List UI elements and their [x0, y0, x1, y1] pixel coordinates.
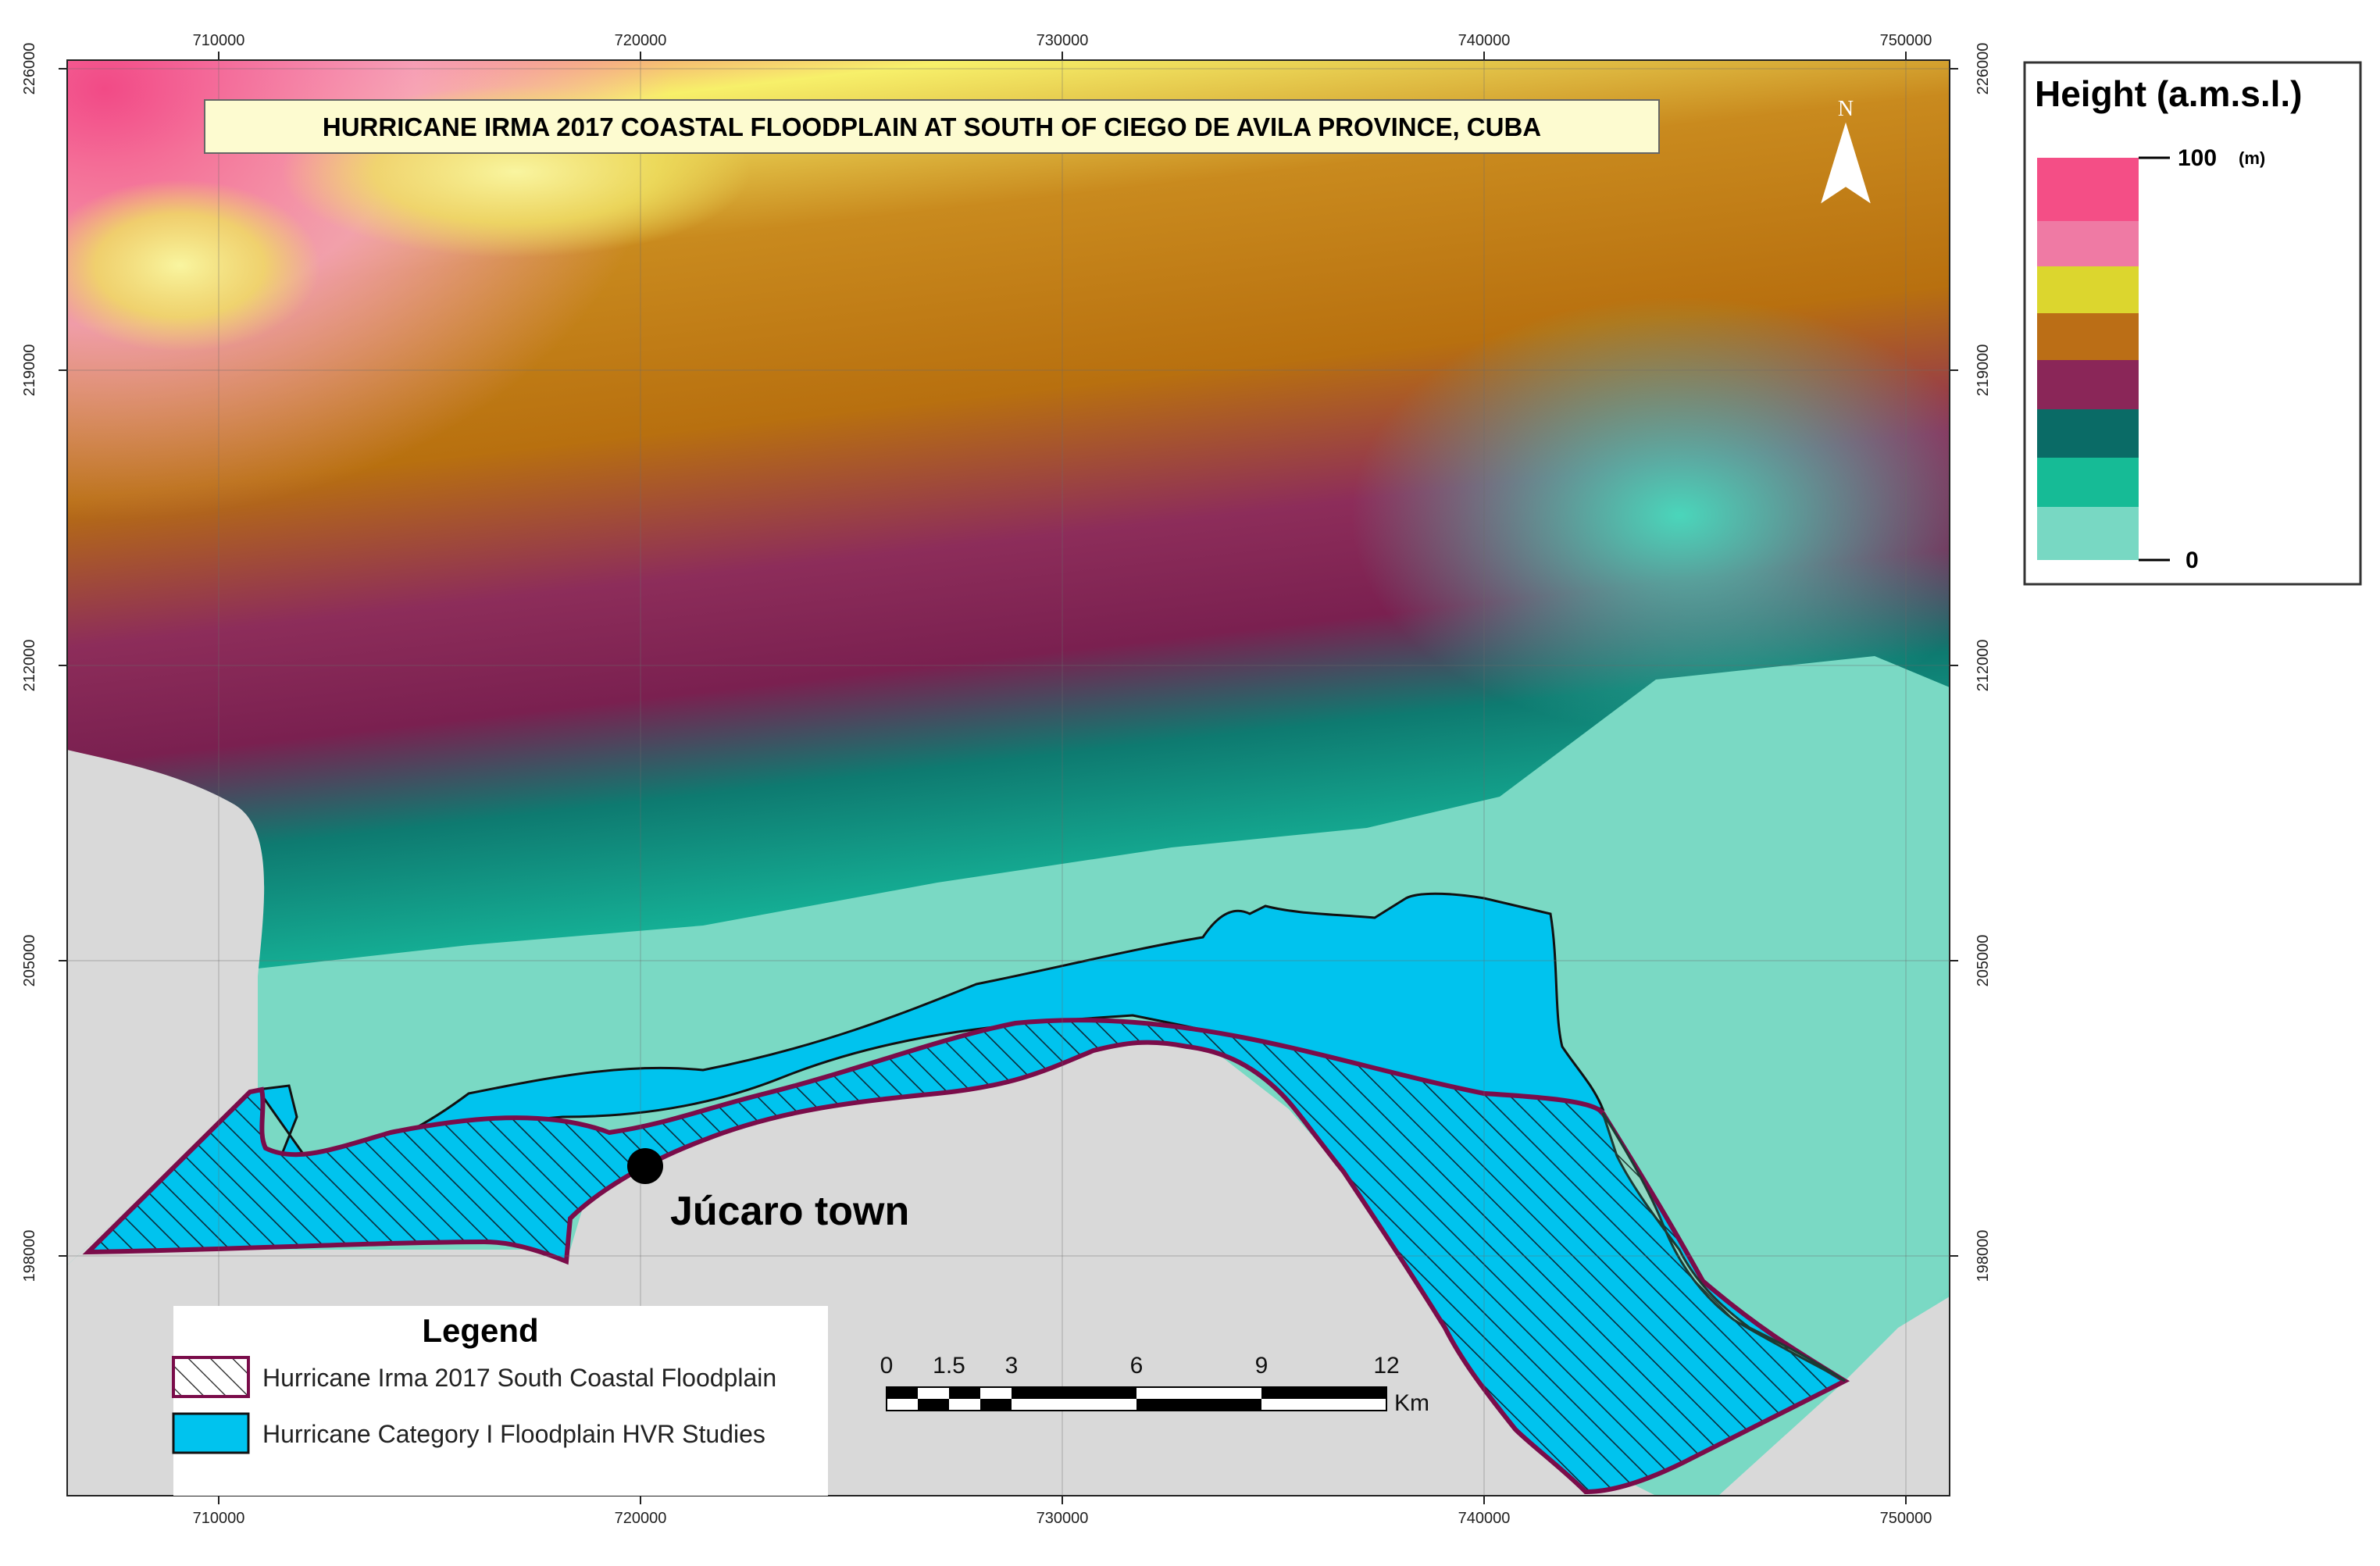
height-class-1	[2037, 158, 2139, 221]
graticule	[67, 60, 1950, 1496]
legend-label-hvr: Hurricane Category I Floodplain HVR Stud…	[262, 1420, 765, 1448]
y-tick-right-3: 212000	[1975, 640, 1992, 692]
legend-label-irma: Hurricane Irma 2017 South Coastal Floodp…	[262, 1364, 776, 1392]
scale-tick-4: 9	[1255, 1353, 1269, 1379]
scale-tick-5: 12	[1373, 1353, 1399, 1379]
legend-swatch-irma	[172, 1356, 250, 1398]
y-tick-right-4: 205000	[1975, 935, 1992, 987]
x-tick-top-4: 740000	[1458, 32, 1511, 49]
height-legend-title: Height (a.m.s.l.)	[2035, 73, 2302, 114]
height-max-label: 100	[2178, 145, 2217, 171]
western-gray-area	[67, 750, 265, 1265]
x-tick-top-1: 710000	[193, 32, 245, 49]
north-arrow: N	[1821, 97, 1871, 204]
y-tick-left-5: 198000	[21, 1230, 38, 1282]
height-legend: Height (a.m.s.l.) 100 (m) 0	[2023, 61, 2362, 586]
y-tick-right-1: 226000	[1975, 43, 1992, 95]
height-class-3	[2037, 266, 2139, 313]
scale-tick-2: 3	[1005, 1353, 1019, 1379]
yellow-upland-patch-west	[67, 180, 320, 351]
height-class-8	[2037, 507, 2139, 560]
map-title: HURRICANE IRMA 2017 COASTAL FLOODPLAIN A…	[323, 112, 1541, 141]
legend-swatch-hvr	[172, 1412, 250, 1454]
scale-tick-3: 6	[1130, 1353, 1144, 1379]
jucaro-town-label: Júcaro town	[670, 1189, 909, 1234]
scale-bar: 0 1.5 3 6 9 12 Km	[880, 1353, 1429, 1416]
height-min-label: 0	[2186, 548, 2199, 573]
map-title-box: HURRICANE IRMA 2017 COASTAL FLOODPLAIN A…	[204, 99, 1660, 154]
map-frame	[66, 59, 1950, 1496]
height-class-5	[2037, 360, 2139, 409]
scale-tick-0: 0	[880, 1353, 894, 1379]
x-tick-bottom-2: 720000	[615, 1510, 667, 1527]
y-tick-left-3: 212000	[21, 640, 38, 692]
x-tick-top-2: 720000	[615, 32, 667, 49]
irma-2017-floodplain-area	[82, 1018, 1850, 1495]
y-tick-left-1: 226000	[21, 43, 38, 95]
y-tick-right-5: 198000	[1975, 1230, 1992, 1282]
height-class-6	[2037, 409, 2139, 458]
frame-ticks	[59, 52, 1958, 1504]
north-arrow-icon	[1821, 122, 1871, 204]
irma-overlap-strip	[1601, 1112, 1846, 1382]
y-tick-left-2: 219000	[21, 344, 38, 397]
hvr-floodplain-area	[255, 892, 1605, 1173]
x-tick-bottom-3: 730000	[1037, 1510, 1089, 1527]
map-body	[67, 60, 1950, 1496]
jucaro-town-marker	[627, 1148, 663, 1184]
southeast-gray-area	[1718, 1297, 1950, 1496]
legend-title: Legend	[422, 1312, 538, 1349]
height-class-7	[2037, 458, 2139, 507]
height-class-4	[2037, 313, 2139, 360]
x-tick-bottom-1: 710000	[193, 1510, 245, 1527]
y-tick-right-2: 219000	[1975, 344, 1992, 397]
y-tick-left-4: 205000	[21, 935, 38, 987]
eastern-lowland-basin	[1351, 297, 1950, 734]
scale-tick-1: 1.5	[933, 1353, 965, 1379]
legend-panel: Legend Hurricane Irma 2017 South Coastal…	[172, 1306, 828, 1496]
x-tick-bottom-5: 750000	[1880, 1510, 1932, 1527]
x-tick-bottom-4: 740000	[1458, 1510, 1511, 1527]
legend-background	[173, 1306, 828, 1496]
x-tick-top-3: 730000	[1037, 32, 1089, 49]
height-class-2	[2037, 221, 2139, 266]
x-tick-top-5: 750000	[1880, 32, 1932, 49]
height-unit-label: (m)	[2239, 148, 2265, 168]
north-label: N	[1838, 97, 1854, 121]
scale-unit: Km	[1394, 1390, 1429, 1416]
